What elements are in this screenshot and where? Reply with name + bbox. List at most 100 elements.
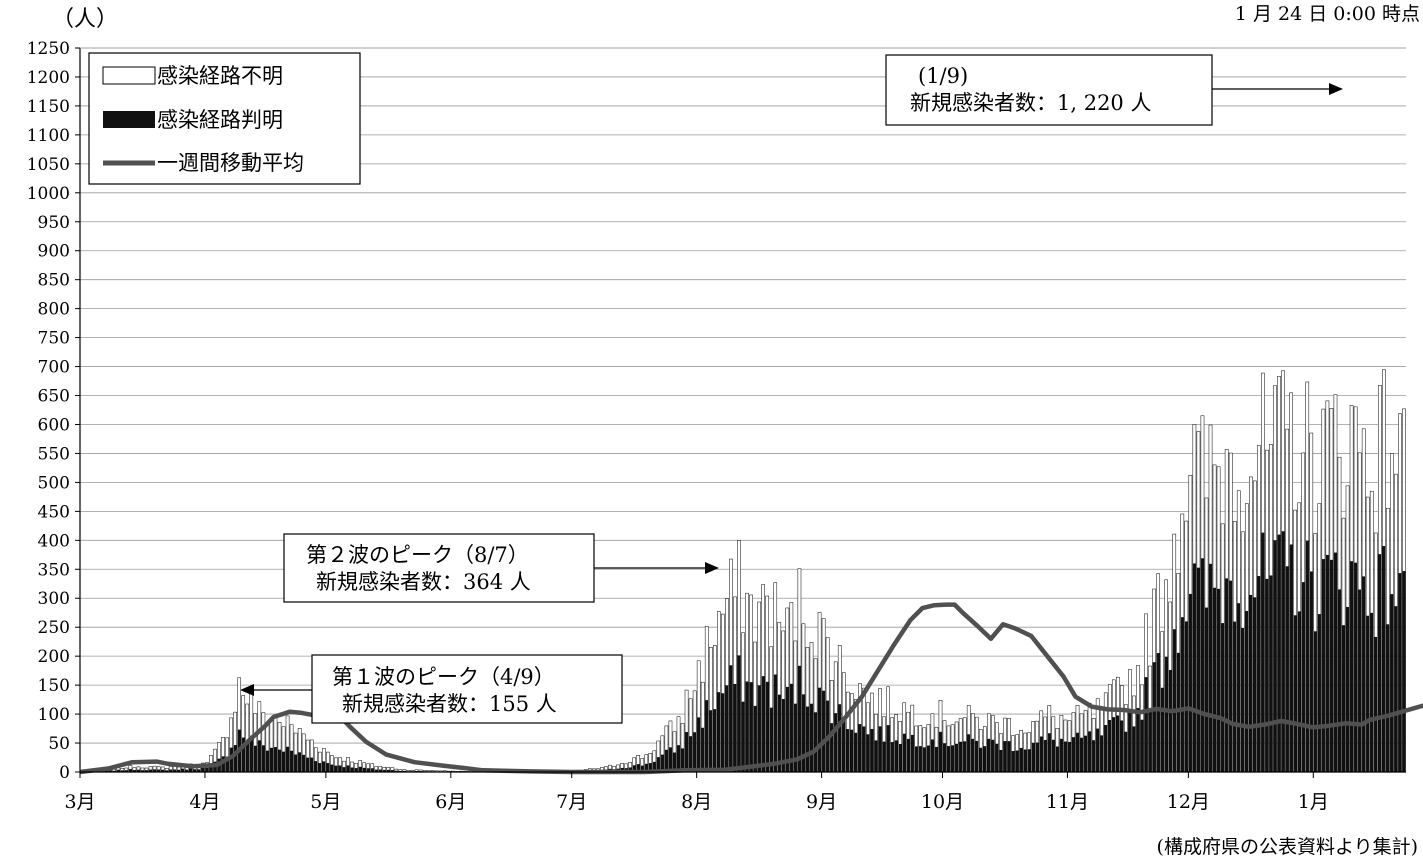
bar-known: [1067, 741, 1072, 772]
bar-known: [1084, 735, 1088, 772]
bar-known: [975, 740, 979, 772]
bar-known: [366, 768, 370, 772]
bar-known: [878, 726, 882, 772]
bar-known: [1402, 571, 1406, 772]
bar-known: [346, 765, 350, 772]
y-tick-label: 750: [38, 329, 70, 349]
bar-known: [257, 740, 261, 772]
bar-known: [850, 729, 854, 772]
bar-known: [161, 769, 165, 772]
y-tick-label: 1000: [27, 184, 70, 204]
bar-known: [1345, 606, 1350, 772]
bar-known: [1027, 749, 1031, 772]
bar-known: [930, 739, 935, 772]
bar-known: [830, 723, 834, 772]
bar-known: [862, 726, 866, 772]
bar-known: [632, 765, 636, 772]
bar-known: [148, 769, 153, 772]
bar-known: [765, 681, 769, 772]
bar-known: [693, 732, 697, 772]
bar-known: [277, 749, 282, 772]
bar-known: [882, 741, 886, 772]
bar-known: [209, 764, 213, 772]
bar-known: [140, 770, 145, 772]
legend-known-swatch: [103, 111, 155, 128]
bar-known: [898, 743, 902, 772]
y-tick-label: 200: [38, 647, 70, 667]
bar-known: [116, 769, 120, 772]
bar-known: [999, 749, 1003, 772]
bar-known: [741, 701, 745, 772]
bar-known: [1140, 719, 1144, 772]
y-tick-label: 850: [38, 271, 70, 291]
bar-known: [769, 707, 773, 772]
bar-known: [378, 769, 382, 772]
bar-known: [1341, 625, 1346, 772]
bar-known: [894, 740, 898, 772]
bar-known: [1148, 708, 1152, 772]
bar-known: [946, 746, 951, 772]
bar-known: [1156, 653, 1160, 772]
bar-known: [846, 729, 850, 772]
bar-known: [197, 769, 201, 772]
bar-known: [834, 713, 838, 772]
bar-known: [104, 770, 108, 772]
bar-known: [781, 698, 785, 772]
bar-known: [390, 770, 394, 772]
bar-known: [1120, 720, 1124, 772]
bar-known: [789, 683, 793, 772]
bar-known: [1221, 623, 1225, 772]
bar-known: [705, 700, 709, 772]
bar-known: [1362, 576, 1366, 772]
y-tick-label: 1100: [27, 126, 70, 146]
bar-known: [394, 770, 398, 772]
bar-known: [640, 765, 644, 772]
bar-known: [1354, 562, 1358, 772]
bar-known: [749, 682, 753, 772]
bar-known: [314, 761, 318, 772]
bar-known: [648, 763, 652, 772]
bar-known: [249, 735, 253, 772]
bar-known: [1172, 629, 1176, 772]
bar-known: [1289, 544, 1293, 772]
y-tick-label: 550: [38, 444, 70, 464]
bar-known: [1237, 603, 1241, 772]
bar-known: [269, 747, 274, 772]
bar-known: [285, 746, 290, 772]
bar-known: [1188, 593, 1192, 772]
bar-known: [382, 769, 386, 772]
annotation-third-wave-line1: (1/9): [918, 64, 968, 88]
y-axis-ticks: 0 50 100 150 200 250 300 350 400 450 500 550 600 650 7…: [27, 39, 80, 783]
y-tick-label: 50: [48, 734, 70, 754]
daily-case-bars: [84, 369, 1406, 773]
bar-known: [1096, 728, 1100, 772]
bar-known: [326, 763, 330, 772]
bar-known: [1333, 552, 1338, 772]
bar-known: [1200, 558, 1205, 772]
bar-known: [971, 738, 975, 772]
bar-known: [144, 770, 149, 772]
bar-known: [362, 767, 366, 772]
bar-known: [1204, 607, 1209, 772]
x-axis-ticks: 3月 4月 5月 6月 7月 8月 9月 10月 11月 12月 1月: [64, 772, 1329, 813]
bar-known: [1277, 534, 1281, 772]
bar-known: [205, 767, 209, 772]
y-tick-label: 500: [38, 473, 70, 493]
bar-known: [918, 746, 922, 772]
bar-known: [1104, 725, 1108, 772]
bar-known: [1374, 636, 1378, 772]
bar-known: [801, 694, 806, 772]
x-tick-label: 3月: [64, 791, 95, 813]
bar-known: [253, 745, 257, 772]
bar-known: [1394, 606, 1398, 772]
annotation-first-wave-line1: 第１波のピーク（4/9）: [332, 665, 555, 689]
bar-known: [1217, 588, 1221, 772]
bar-known: [689, 736, 693, 772]
bar-known: [628, 767, 632, 772]
bar-known: [221, 756, 225, 772]
bar-known: [664, 749, 668, 772]
bar-known: [302, 754, 306, 772]
annotation-first-wave-line2: 新規感染者数：155 人: [342, 692, 557, 716]
bar-known: [120, 770, 124, 772]
bar-known: [1164, 656, 1168, 772]
